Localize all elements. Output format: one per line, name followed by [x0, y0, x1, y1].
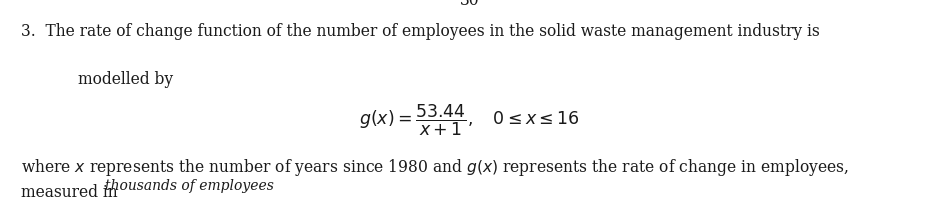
Text: measured in: measured in — [21, 184, 117, 202]
Text: modelled by: modelled by — [78, 71, 173, 88]
Text: year: year — [174, 210, 206, 211]
Text: 3.  The rate of change function of the number of employees in the solid waste ma: 3. The rate of change function of the nu… — [21, 23, 820, 40]
Text: where $x$ represents the number of years since 1980 and $g(x)$ represents the ra: where $x$ represents the number of years… — [21, 157, 849, 179]
Text: 30: 30 — [460, 0, 479, 9]
Text: $g(x) = \dfrac{53.44}{x+1},\quad 0 \leq x \leq 16$: $g(x) = \dfrac{53.44}{x+1},\quad 0 \leq … — [359, 102, 580, 138]
Text: .: . — [262, 203, 267, 211]
Text: thousands of employees: thousands of employees — [105, 179, 274, 193]
